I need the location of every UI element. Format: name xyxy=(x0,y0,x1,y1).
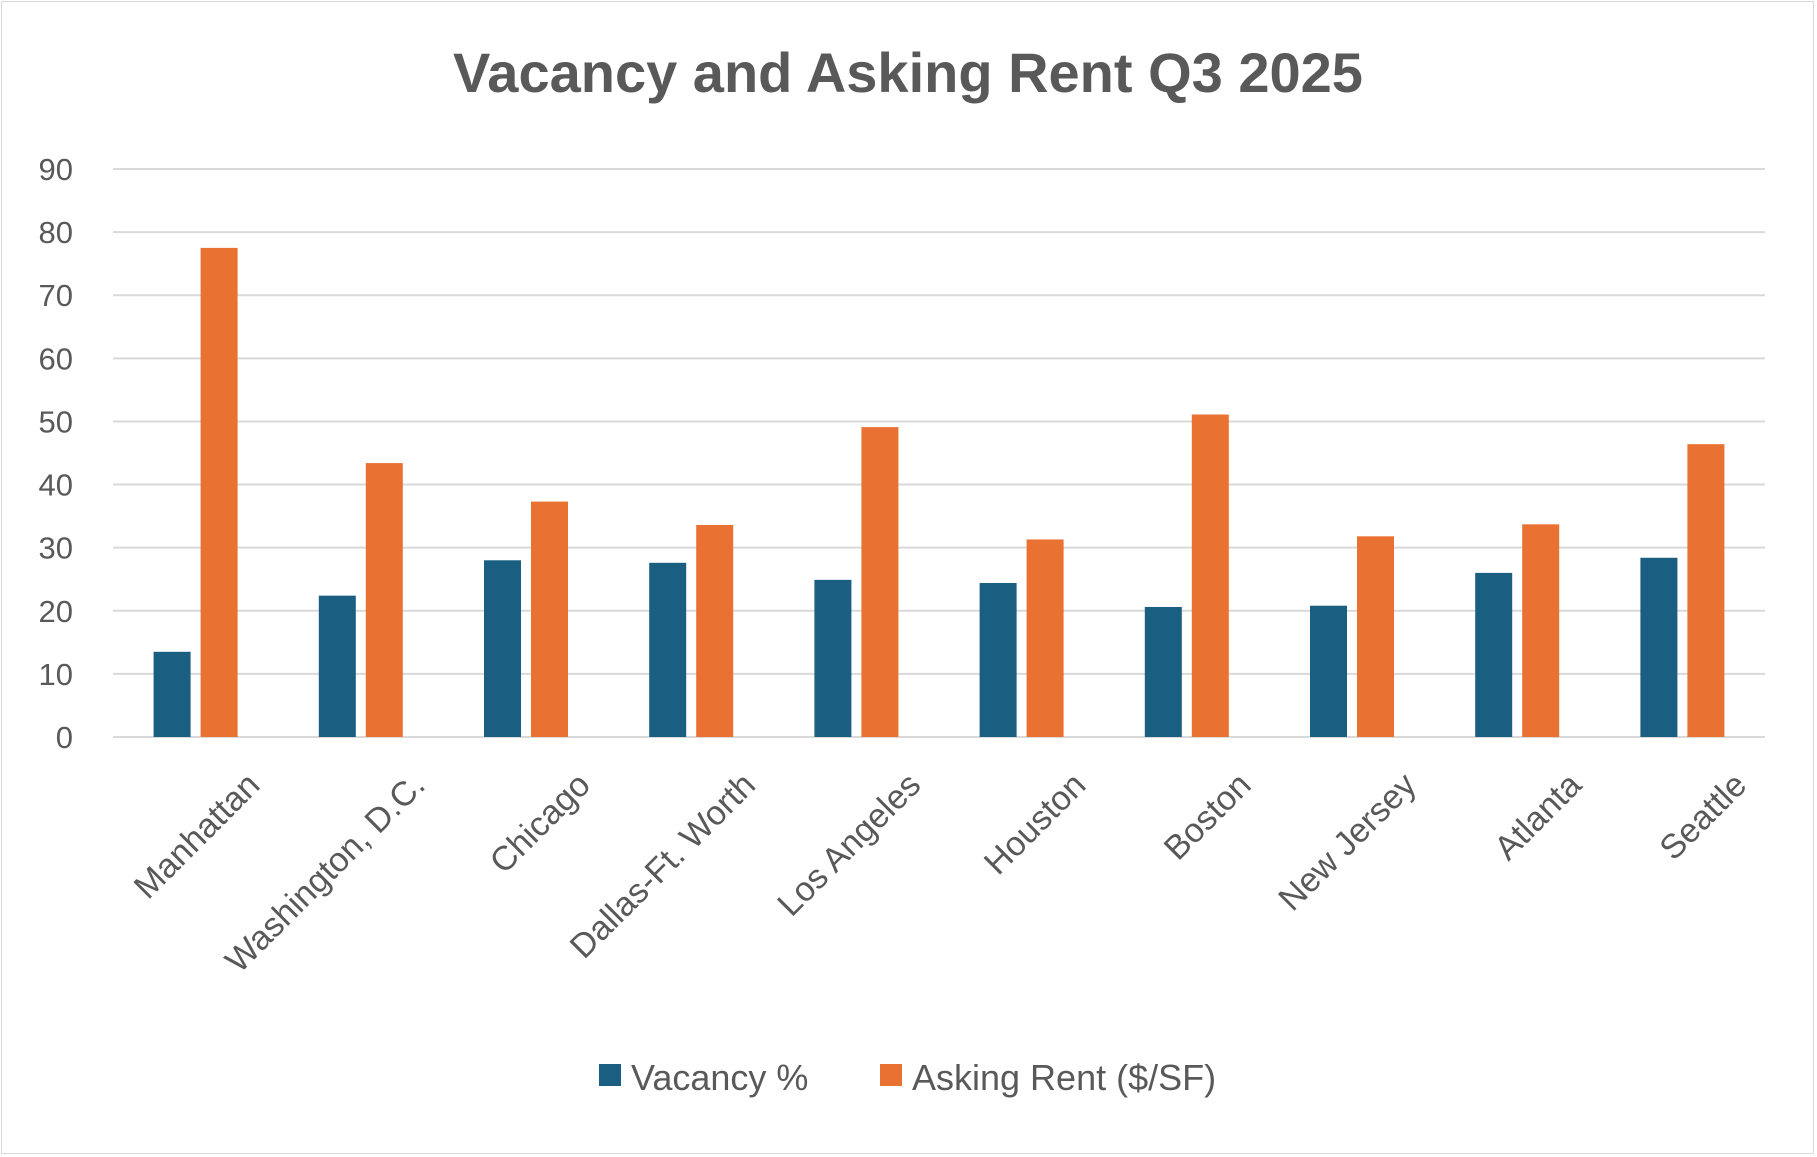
y-tick-label: 30 xyxy=(39,531,73,566)
bar-vacancy xyxy=(153,651,191,737)
bar-vacancy xyxy=(1475,572,1513,737)
legend-swatch xyxy=(880,1064,902,1086)
bar-vacancy xyxy=(484,560,521,737)
x-category-label: Chicago xyxy=(483,766,598,881)
bar-asking-rent xyxy=(861,427,899,737)
bar-vacancy xyxy=(1640,557,1678,737)
y-tick-label: 0 xyxy=(56,720,73,755)
bar-asking-rent xyxy=(1522,524,1560,737)
bar-asking-rent xyxy=(531,501,568,737)
bar-asking-rent xyxy=(1026,539,1064,737)
chart-title: Vacancy and Asking Rent Q3 2025 xyxy=(453,41,1363,104)
y-tick-label: 50 xyxy=(39,404,73,439)
x-category-label: Manhattan xyxy=(127,766,267,906)
y-tick-label: 70 xyxy=(39,278,73,313)
bar-asking-rent xyxy=(1191,414,1229,737)
bar-vacancy xyxy=(1144,606,1182,737)
bar-asking-rent xyxy=(1357,536,1394,737)
x-category-label: Atlanta xyxy=(1487,766,1589,868)
bar-asking-rent xyxy=(1687,444,1725,737)
bars xyxy=(153,247,1725,737)
legend-swatch xyxy=(599,1064,621,1086)
x-category-label: Boston xyxy=(1157,766,1259,868)
y-tick-label: 20 xyxy=(39,594,73,629)
bar-vacancy xyxy=(814,579,852,737)
x-category-label: Los Angeles xyxy=(770,766,928,924)
bar-asking-rent xyxy=(696,524,734,737)
y-tick-label: 10 xyxy=(39,657,73,692)
y-tick-label: 40 xyxy=(39,468,73,503)
legend: Vacancy % Asking Rent ($/SF) xyxy=(599,1057,1216,1098)
x-category-label: Seattle xyxy=(1652,766,1754,868)
y-axis-tick-labels: 0 10 20 30 40 50 60 70 80 90 xyxy=(39,152,73,755)
y-tick-label: 60 xyxy=(39,341,73,376)
bar-vacancy xyxy=(979,583,1017,737)
legend-label: Asking Rent ($/SF) xyxy=(912,1057,1216,1098)
bar-vacancy xyxy=(1310,605,1347,737)
bar-asking-rent xyxy=(200,247,238,737)
gridlines xyxy=(113,168,1765,738)
bar-vacancy xyxy=(649,562,687,737)
bar-vacancy xyxy=(318,595,356,737)
legend-label: Vacancy % xyxy=(631,1057,808,1098)
y-tick-label: 80 xyxy=(39,215,73,250)
y-tick-label: 90 xyxy=(39,152,73,187)
x-category-label: Houston xyxy=(977,766,1093,882)
bar-asking-rent xyxy=(365,463,403,737)
x-category-label: New Jersey xyxy=(1271,766,1423,918)
